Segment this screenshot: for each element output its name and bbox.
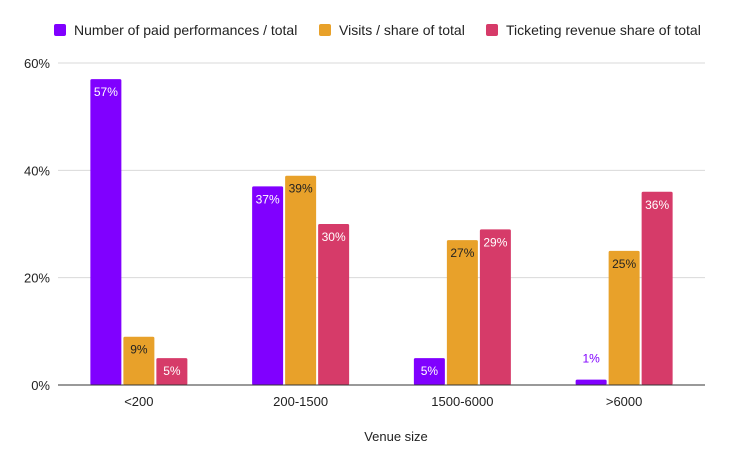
x-axis-ticks: <200 200-1500 1500-6000 >6000: [124, 394, 642, 409]
data-label-visits-share-of-total-200: 9%: [130, 343, 148, 357]
data-label-ticketing-revenue-share-of-total-200: 5%: [163, 364, 181, 378]
y-tick-label: 40%: [24, 163, 50, 178]
x-tick-label: <200: [124, 394, 153, 409]
data-label-visits-share-of-total-1500-6000: 27%: [450, 246, 474, 260]
bar-visits-share-of-total-200-1500: [285, 175, 317, 385]
legend-label-visits-share-of-total: Visits / share of total: [339, 22, 465, 38]
x-tick-label: >6000: [606, 394, 643, 409]
data-label-ticketing-revenue-share-of-total-1500-6000: 29%: [483, 235, 507, 249]
x-tick-label: 1500-6000: [431, 394, 493, 409]
legend-label-ticketing-revenue-share-of-total: Ticketing revenue share of total: [506, 22, 701, 38]
y-tick-label: 0%: [31, 378, 50, 393]
y-tick-label: 20%: [24, 271, 50, 286]
bar-number-of-paid-performances-total-200-1500: [252, 186, 284, 385]
bar-visits-share-of-total-1500-6000: [446, 240, 478, 385]
y-axis-ticks: 0% 20% 40% 60%: [24, 56, 50, 393]
legend-swatch-visits-share-of-total: [319, 24, 331, 36]
bar-number-of-paid-performances-total-6000: [575, 379, 607, 385]
bar-ticketing-revenue-share-of-total-200-1500: [318, 224, 350, 385]
bar-ticketing-revenue-share-of-total-6000: [641, 191, 673, 385]
legend-label-number-of-paid-performances-total: Number of paid performances / total: [74, 22, 297, 38]
legend-swatch-number-of-paid-performances-total: [54, 24, 66, 36]
bar-number-of-paid-performances-total-200: [90, 79, 122, 385]
data-label-number-of-paid-performances-total-200-1500: 37%: [256, 192, 280, 206]
data-label-visits-share-of-total-200-1500: 39%: [289, 182, 313, 196]
y-tick-label: 60%: [24, 56, 50, 71]
x-axis-title: Venue size: [364, 429, 428, 444]
x-tick-label: 200-1500: [273, 394, 328, 409]
bar-ticketing-revenue-share-of-total-1500-6000: [479, 229, 511, 385]
bar-visits-share-of-total-6000: [608, 250, 640, 385]
bar-visits-share-of-total-200: [123, 336, 155, 385]
data-label-visits-share-of-total-6000: 25%: [612, 257, 636, 271]
bar-ticketing-revenue-share-of-total-200: [156, 358, 188, 385]
bar-number-of-paid-performances-total-1500-6000: [413, 358, 445, 385]
data-label-number-of-paid-performances-total-1500-6000: 5%: [421, 364, 439, 378]
gridlines: [58, 62, 705, 279]
data-label-number-of-paid-performances-total-6000: 1%: [582, 352, 600, 366]
legend: Number of paid performances / total Visit…: [54, 22, 701, 38]
data-label-ticketing-revenue-share-of-total-200-1500: 30%: [322, 230, 346, 244]
legend-swatch-ticketing-revenue-share-of-total: [486, 24, 498, 36]
data-label-ticketing-revenue-share-of-total-6000: 36%: [645, 198, 669, 212]
data-label-number-of-paid-performances-total-200: 57%: [94, 85, 118, 99]
bars: 57% 9% 5% 37% 39% 30% 5% 27% 29% 1% 25% 36%: [90, 79, 673, 385]
